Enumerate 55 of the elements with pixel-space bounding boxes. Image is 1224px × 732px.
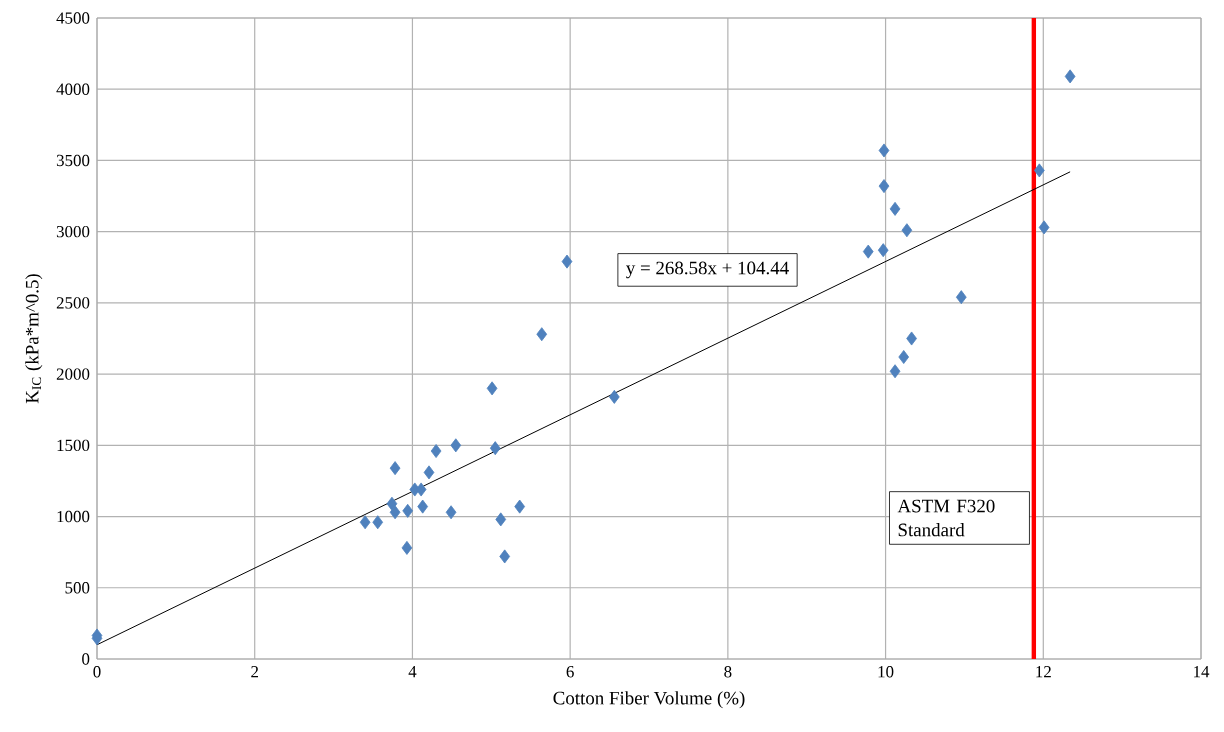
point <box>1034 163 1045 178</box>
point <box>423 465 435 480</box>
point <box>1064 69 1076 84</box>
point <box>536 327 548 342</box>
point <box>889 201 901 216</box>
x-tick-label: 4 <box>408 666 417 678</box>
point <box>889 364 901 379</box>
y-tick-label: 0 <box>82 653 90 665</box>
point <box>445 505 457 520</box>
y-tick-label: 2500 <box>56 297 90 309</box>
x-tick-label: 6 <box>566 666 574 678</box>
point <box>389 505 401 520</box>
y-tick-label: 1500 <box>57 439 90 452</box>
point <box>608 389 620 404</box>
point <box>878 179 890 194</box>
point <box>955 290 967 305</box>
point <box>430 444 442 458</box>
point <box>450 438 462 453</box>
x-tick-label: 14 <box>1194 666 1210 678</box>
point <box>372 515 384 530</box>
y-axis-title: K$_{IC}$ (kPa*m^0.5) <box>25 274 43 404</box>
point <box>417 499 429 514</box>
ref-line-label: ASTM F320 Standard <box>897 499 995 537</box>
point <box>386 496 398 511</box>
point <box>499 549 511 564</box>
point <box>389 461 401 476</box>
point <box>486 381 498 396</box>
point <box>877 243 889 258</box>
x-tick-label: 8 <box>724 666 732 678</box>
point <box>862 244 874 259</box>
x-tick-label: 10 <box>878 666 894 678</box>
point <box>359 515 371 530</box>
point <box>898 350 910 364</box>
point <box>906 331 917 346</box>
point <box>489 441 501 456</box>
point <box>561 254 573 269</box>
point <box>901 223 913 238</box>
point <box>878 143 890 158</box>
y-tick-label: 3000 <box>56 225 90 238</box>
x-tick-label: 0 <box>93 666 101 678</box>
point <box>402 503 414 518</box>
y-tick-label: 3500 <box>56 154 90 167</box>
x-tick-label: 12 <box>1036 666 1051 678</box>
y-tick-label: 1000 <box>57 510 90 523</box>
point <box>1038 220 1050 235</box>
point <box>401 540 413 555</box>
x-tick-label: 2 <box>251 666 259 678</box>
y-tick-label: 4500 <box>56 12 90 24</box>
y-tick-label: 4000 <box>56 83 90 95</box>
annotation: y = 268.58x + 104.44 <box>626 261 789 279</box>
point <box>495 512 507 527</box>
y-tick-label: 500 <box>65 582 90 594</box>
point <box>514 499 526 514</box>
x-axis-title: Cotton Fiber Volume (%) <box>553 691 745 709</box>
y-tick-label: 2000 <box>56 368 90 380</box>
